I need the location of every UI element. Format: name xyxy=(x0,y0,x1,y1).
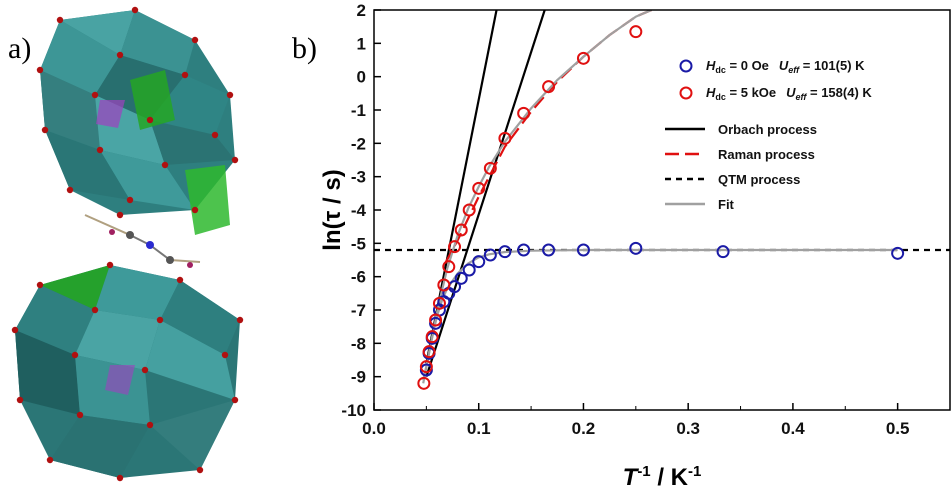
y-tick-label: -6 xyxy=(351,268,366,287)
molecular-structure-illustration xyxy=(11,6,244,482)
series-2-point xyxy=(422,345,436,359)
x-tick-label: 0.5 xyxy=(886,419,910,438)
y-tick-label: -3 xyxy=(351,168,366,187)
fit-line xyxy=(422,10,652,384)
legend-line-label: QTM process xyxy=(718,172,800,187)
x-tick-label: 0.1 xyxy=(467,419,491,438)
panel-a-label: a) xyxy=(8,32,31,65)
x-axis-title: T-1 / K-1 xyxy=(623,463,702,491)
orbach-process-line xyxy=(425,10,546,378)
series-1-point xyxy=(629,241,643,255)
y-tick-label: -7 xyxy=(351,301,366,320)
y-tick-label: -2 xyxy=(351,134,366,153)
series-2-point xyxy=(448,240,462,254)
y-tick-label: 1 xyxy=(357,34,366,53)
series-2-point xyxy=(417,376,431,390)
series-2-point xyxy=(442,260,456,274)
x-tick-labels: 0.0 0.1 0.2 0.3 0.4 0.5 xyxy=(362,419,909,438)
series-1-point xyxy=(498,245,512,259)
legend-line-label: Orbach process xyxy=(718,122,817,137)
series-2-point xyxy=(437,278,451,292)
series-2-point xyxy=(432,296,446,310)
series-2-point xyxy=(454,223,468,237)
series-2-point xyxy=(462,203,476,217)
series-1-point xyxy=(517,243,531,257)
plot-frame xyxy=(373,9,951,411)
series-1-point xyxy=(576,243,590,257)
x-tick-label: 0.4 xyxy=(781,419,805,438)
series-2-point xyxy=(576,51,590,65)
y-tick-label: 0 xyxy=(357,68,366,87)
series-2-point xyxy=(517,106,531,120)
series-1-point xyxy=(472,255,486,269)
data-points xyxy=(417,25,905,390)
y-axis-title: ln(τ / s) xyxy=(319,169,346,250)
series-2-point xyxy=(629,25,643,39)
series-2-point xyxy=(483,161,497,175)
panel-b-label: b) xyxy=(292,32,317,65)
y-tick-label: -9 xyxy=(351,368,366,387)
y-tick-label: -5 xyxy=(351,234,366,253)
y-tick-label: -10 xyxy=(341,401,366,420)
legend-series-1-marker xyxy=(679,59,693,73)
series-2-point xyxy=(419,360,433,374)
y-tick-label: -4 xyxy=(351,201,367,220)
chart-b: 0.0 0.1 0.2 0.3 0.4 0.5 -10-9-8-7-6-5-4-3-2-1… xyxy=(319,1,951,491)
series-1-point xyxy=(542,243,556,257)
series-1-point xyxy=(462,263,476,277)
series-2-point xyxy=(429,313,443,327)
series-2-point xyxy=(472,181,486,195)
series-2-point xyxy=(542,80,556,94)
x-tick-label: 0.2 xyxy=(572,419,596,438)
y-tick-label: -8 xyxy=(351,334,366,353)
fit-line xyxy=(422,248,898,381)
x-tick-label: 0.3 xyxy=(676,419,700,438)
legend-series-2-label: Hdc = 5 kOe Ueff = 158(4) K xyxy=(706,85,872,102)
legend: Hdc = 0 Oe Ueff = 101(5) K Hdc = 5 kOe Ueff… xyxy=(665,58,872,212)
series-1-point xyxy=(891,246,905,260)
series-1-point xyxy=(483,248,497,262)
x-tick-label: 0.0 xyxy=(362,419,386,438)
y-tick-label: -1 xyxy=(351,101,366,120)
y-tick-label: 2 xyxy=(357,1,366,20)
series-2-point xyxy=(498,131,512,145)
legend-series-2-marker xyxy=(679,86,693,100)
legend-series-1-label: Hdc = 0 Oe Ueff = 101(5) K xyxy=(706,58,865,75)
legend-line-label: Fit xyxy=(718,197,735,212)
legend-line-label: Raman process xyxy=(718,147,815,162)
series-1-point xyxy=(454,271,468,285)
series-2-point xyxy=(425,330,439,344)
series-1-point xyxy=(716,245,730,259)
